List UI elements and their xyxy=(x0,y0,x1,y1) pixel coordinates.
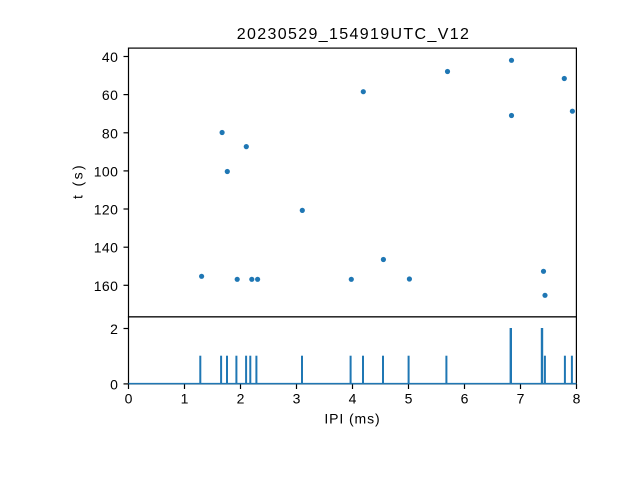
svg-text:20230529_154919UTC_V12: 20230529_154919UTC_V12 xyxy=(237,26,470,43)
svg-text:3: 3 xyxy=(293,391,301,407)
svg-text:6: 6 xyxy=(461,391,469,407)
svg-text:60: 60 xyxy=(102,87,118,103)
svg-text:IPI (ms): IPI (ms) xyxy=(324,410,380,426)
svg-text:2: 2 xyxy=(110,321,118,337)
svg-text:120: 120 xyxy=(94,202,119,218)
svg-text:140: 140 xyxy=(94,240,119,256)
svg-text:4: 4 xyxy=(349,391,357,407)
svg-text:2: 2 xyxy=(237,391,245,407)
svg-text:1: 1 xyxy=(181,391,189,407)
svg-text:160: 160 xyxy=(94,278,119,294)
svg-text:t (s): t (s) xyxy=(70,163,86,199)
svg-text:80: 80 xyxy=(102,125,118,141)
svg-text:7: 7 xyxy=(517,391,525,407)
svg-text:0: 0 xyxy=(110,376,118,392)
svg-text:8: 8 xyxy=(573,391,581,407)
svg-text:5: 5 xyxy=(405,391,413,407)
svg-text:40: 40 xyxy=(102,49,118,65)
svg-text:0: 0 xyxy=(125,391,133,407)
svg-text:100: 100 xyxy=(94,163,119,179)
